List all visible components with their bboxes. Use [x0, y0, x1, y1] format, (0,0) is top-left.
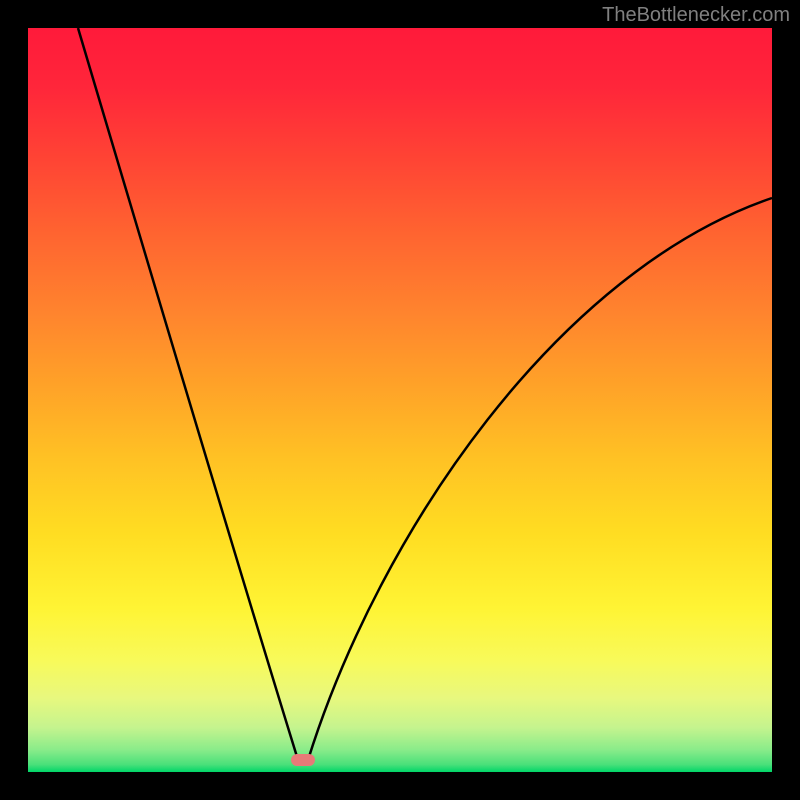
vertex-marker [291, 754, 315, 766]
chart-svg [0, 0, 800, 800]
bottleneck-chart [0, 0, 800, 800]
border-right [772, 0, 800, 800]
border-left [0, 0, 28, 800]
plot-background [28, 28, 772, 772]
border-bottom [0, 772, 800, 800]
watermark-text: TheBottlenecker.com [602, 4, 790, 27]
